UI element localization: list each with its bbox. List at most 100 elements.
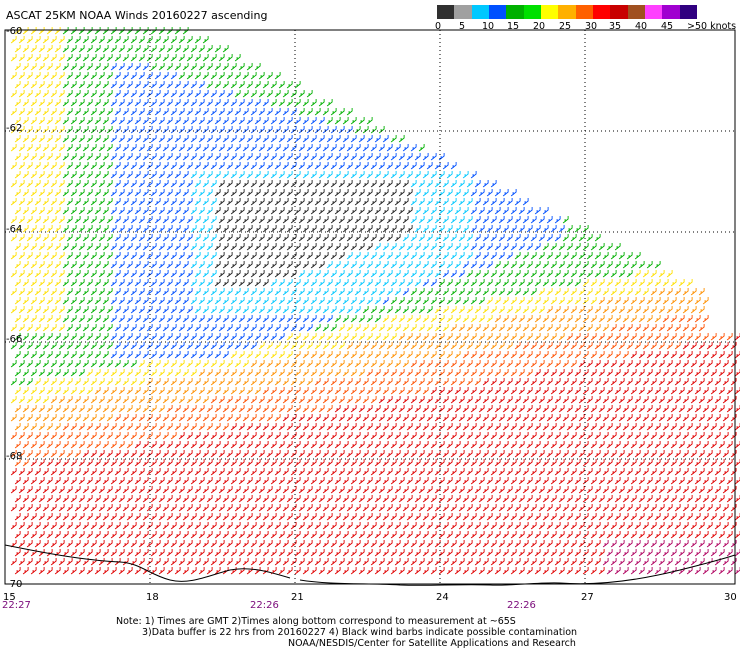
wind-barb: [114, 540, 121, 548]
wind-barb: [262, 333, 269, 341]
wind-barb: [586, 378, 593, 386]
wind-barb: [130, 234, 137, 242]
wind-barb: [286, 441, 293, 449]
wind-barb: [474, 288, 481, 296]
wind-barb: [66, 180, 73, 188]
wind-barb: [190, 549, 197, 557]
wind-barb: [106, 270, 113, 278]
wind-barb: [478, 369, 485, 377]
wind-barb: [250, 72, 257, 80]
wind-barb: [354, 180, 361, 188]
wind-barb: [626, 558, 633, 566]
wind-barb: [582, 459, 589, 467]
wind-barb: [62, 45, 69, 53]
wind-barb: [406, 207, 413, 215]
wind-barb: [530, 342, 537, 350]
wind-barb: [546, 540, 553, 548]
legend-swatch: [437, 5, 455, 19]
wind-barb: [502, 567, 509, 575]
wind-barb: [226, 270, 233, 278]
wind-barb: [218, 324, 225, 332]
wind-barb: [394, 450, 401, 458]
wind-barb: [190, 351, 197, 359]
wind-barb: [54, 387, 61, 395]
wind-barb: [154, 126, 161, 134]
wind-barb: [234, 396, 241, 404]
wind-barb: [634, 504, 641, 512]
wind-barb: [70, 441, 77, 449]
wind-barb: [302, 369, 309, 377]
wind-barb: [602, 486, 609, 494]
wind-barb: [486, 441, 493, 449]
wind-barb: [266, 72, 273, 80]
wind-barb: [422, 207, 429, 215]
wind-barb: [438, 477, 445, 485]
wind-barb: [266, 342, 273, 350]
wind-barb: [270, 495, 277, 503]
wind-barb: [210, 90, 217, 98]
wind-barb: [326, 153, 333, 161]
wind-barb: [118, 567, 125, 575]
wind-barb: [646, 495, 653, 503]
wind-barb: [274, 414, 281, 422]
wind-barb: [326, 279, 333, 287]
wind-barb: [50, 378, 57, 386]
wind-barb: [402, 450, 409, 458]
wind-barb: [414, 567, 421, 575]
wind-barb: [194, 432, 201, 440]
wind-barb: [414, 387, 421, 395]
wind-barb: [202, 162, 209, 170]
wind-barb: [18, 198, 25, 206]
wind-barb: [182, 423, 189, 431]
wind-barb: [222, 333, 229, 341]
wind-barb: [266, 468, 273, 476]
wind-barb: [242, 162, 249, 170]
wind-barb: [130, 432, 137, 440]
wind-barb: [454, 459, 461, 467]
wind-barb: [534, 225, 541, 233]
wind-barb: [566, 477, 573, 485]
wind-barb: [582, 549, 589, 557]
wind-barb: [550, 243, 557, 251]
wind-barb: [558, 333, 565, 341]
wind-barb: [22, 243, 29, 251]
wind-barb: [410, 144, 417, 152]
wind-barb: [434, 198, 441, 206]
wind-barb: [102, 459, 109, 467]
wind-barb: [446, 405, 453, 413]
wind-barb: [270, 243, 277, 251]
wind-barb: [98, 540, 105, 548]
wind-barb: [430, 189, 437, 197]
wind-barb: [542, 279, 549, 287]
wind-barb: [246, 387, 253, 395]
wind-barb: [94, 189, 101, 197]
lon-label-15: 15: [3, 592, 16, 603]
wind-barb: [530, 252, 537, 260]
wind-barb: [398, 531, 405, 539]
wind-barb: [386, 216, 393, 224]
wind-barb: [378, 468, 385, 476]
wind-barb: [178, 72, 185, 80]
wind-barb: [170, 252, 177, 260]
wind-barb: [714, 432, 721, 440]
wind-barb: [354, 486, 361, 494]
wind-barb: [94, 387, 101, 395]
wind-barb: [18, 468, 25, 476]
wind-barb: [162, 36, 169, 44]
wind-barb: [466, 288, 473, 296]
wind-barb: [334, 477, 341, 485]
wind-barb: [306, 342, 313, 350]
wind-barb: [246, 63, 253, 71]
wind-barb: [270, 117, 277, 125]
wind-barb: [474, 414, 481, 422]
wind-barb: [670, 297, 677, 305]
wind-barb: [62, 63, 69, 71]
wind-barb: [690, 288, 697, 296]
wind-barb: [542, 567, 549, 575]
wind-barb: [382, 513, 389, 521]
wind-barb: [342, 279, 349, 287]
wind-barb: [58, 162, 65, 170]
wind-barb: [358, 207, 365, 215]
wind-barb: [562, 540, 569, 548]
wind-barb: [358, 513, 365, 521]
